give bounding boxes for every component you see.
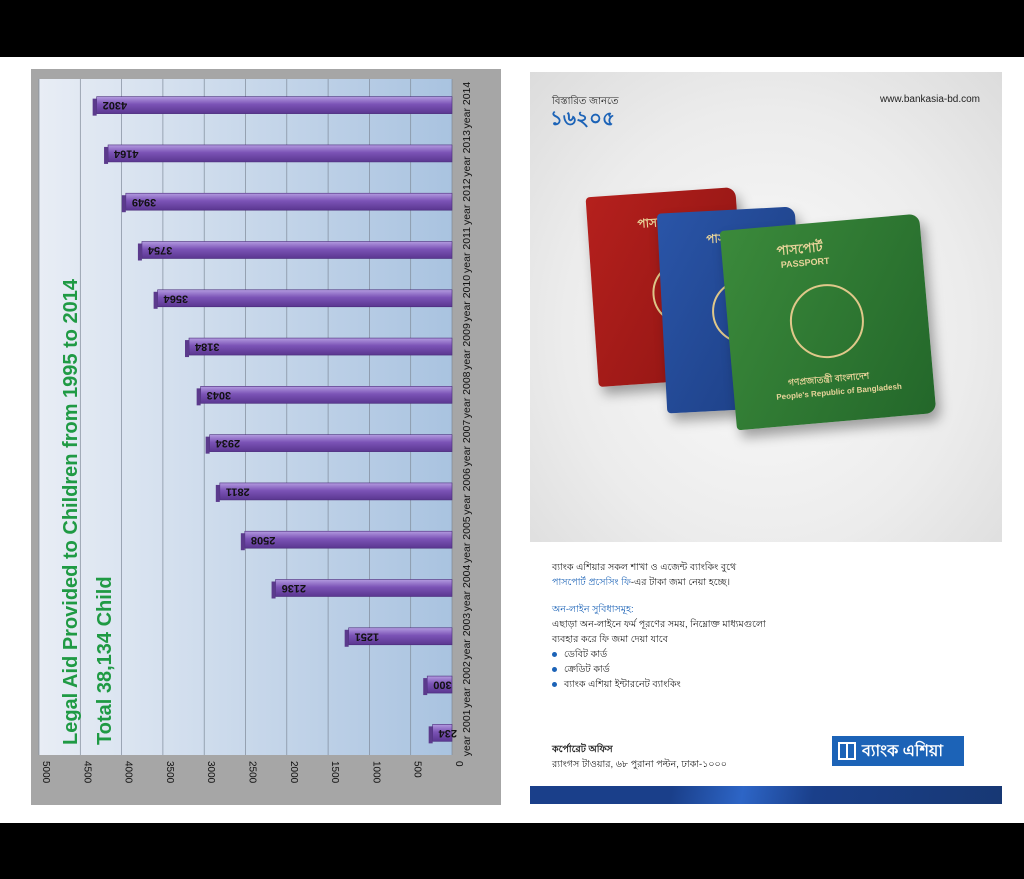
bar-end [205,436,210,454]
ad-body: ব্যাংক এশিয়ার সকল শাখা ও এজেন্ট ব্যাংকি… [552,560,982,692]
tick-label: 500 [412,761,423,778]
category-label: year 2011 [461,227,473,273]
bar-end [240,533,245,551]
bar-end [153,291,158,309]
bar [141,241,453,259]
bar [219,482,453,501]
online-line-2: ব্যবহার করে ফি জমা দেয়া যাবে [552,634,668,645]
category-label: year 2013 [461,130,473,177]
data-label: 3564 [163,292,188,304]
chart-title: Legal Aid Provided to Children from 1995… [60,278,82,745]
data-label: 4302 [103,99,127,111]
category-label: year 2010 [461,275,473,322]
bar [188,337,453,356]
logo-text: ব্যাংক এশিয়া [862,742,943,760]
logo-mark-icon [838,742,856,760]
fee-rest: -এর টাকা জমা নেয়া হচ্ছে। [630,577,731,588]
bar-end [215,484,220,502]
bar-end [185,340,190,358]
data-label: 3754 [147,244,172,256]
bullet-debit: ডেবিট কার্ড [552,647,982,662]
tick-label: 3000 [205,761,216,784]
category-label: year 2002 [461,661,473,708]
tick-label: 2000 [288,761,299,784]
data-label: 2811 [226,486,250,498]
bar-end [137,243,142,261]
bank-asia-logo: ব্যাংক এশিয়া [832,736,964,766]
data-label: 2136 [282,582,306,594]
tick-label: 3500 [164,761,175,784]
tick-label: 0 [453,761,464,767]
category-label: year 2001 [461,709,473,756]
corp-address: র‍্যাংগস টাওয়ার, ৬৮ পুরানা পল্টন, ঢাকা-… [552,759,727,770]
footer-bar [530,786,1002,804]
data-label: 234 [438,727,457,739]
bar-end [121,195,126,213]
bar [96,96,453,114]
data-label: 3184 [194,341,219,353]
tick-label: 1000 [370,761,381,784]
corporate-office: কর্পোরেট অফিস র‍্যাংগস টাওয়ার, ৬৮ পুরান… [552,742,727,772]
bar-end [271,581,276,599]
data-label: 4164 [113,148,138,160]
chart-subtitle: Total 38,134 Child [94,576,116,745]
tick-label: 4000 [123,761,134,784]
data-label: 1251 [355,630,379,642]
tick-label: 2500 [247,761,258,784]
tick-label: 1500 [329,761,340,784]
category-label: year 2009 [461,323,473,370]
data-label: 2934 [215,437,240,449]
bar-end [92,98,97,116]
category-label: year 2014 [461,82,473,129]
hotline-number: ১৬২০৫ [550,108,615,130]
bar-end [428,726,433,744]
tick-label: 5000 [40,761,51,784]
online-line-1: এছাড়া অন-লাইনে ফর্ম পূরণের সময়, নিম্নো… [552,619,766,630]
data-label: 2508 [251,534,275,546]
bullet-internet: ব্যাংক এশিয়া ইন্টারনেট ব্যাংকিং [552,677,982,692]
category-label: year 2012 [461,178,473,225]
category-label: year 2006 [461,468,473,515]
data-label: 3043 [207,389,231,401]
category-label: year 2008 [461,371,473,418]
data-label: 3949 [132,196,156,208]
bar [157,289,453,308]
bar [125,192,453,211]
bar [200,386,453,404]
bar-chart: 234 300 1251 2136 2508 2811 2934 3043 3184 3564 37… [38,79,473,784]
bar-end [423,678,428,696]
bar-end [344,629,349,647]
bullet-credit: ক্রেডিট কার্ড [552,662,982,677]
know-more-label: বিস্তারিত জানতে [552,96,619,107]
ad-panel: বিস্তারিত জানতে ১৬২০৫ www.bankasia-bd.co… [530,72,1002,804]
website-link[interactable]: www.bankasia-bd.com [879,94,980,105]
bar [107,144,453,163]
corp-title: কর্পোরেট অফিস [552,744,613,755]
bar [209,434,453,452]
bar-end [196,388,201,406]
bar-end [104,146,109,164]
ad-line-1: ব্যাংক এশিয়ার সকল শাখা ও এজেন্ট ব্যাংকি… [552,562,737,573]
seal-icon [786,281,868,362]
category-label: year 2005 [461,516,473,563]
passport-photo: বিস্তারিত জানতে ১৬২০৫ www.bankasia-bd.co… [530,72,1002,542]
online-heading: অন-লাইন সুবিধাসমূহ: [552,604,634,615]
ad-line-2: পাসপোর্ট প্রসেসিং ফি-এর টাকা জমা নেয়া হ… [552,575,982,590]
fee-highlight: পাসপোর্ট প্রসেসিং ফি [552,577,631,588]
category-label: year 2003 [461,613,473,660]
category-label: year 2007 [461,420,473,467]
category-label: year 2004 [461,564,473,611]
passport-green: পাসপোর্ট PASSPORT গণপ্রজাতন্ত্রী বাংলাদে… [719,213,937,431]
tick-label: 4500 [81,761,92,784]
data-label: 300 [433,679,451,691]
chart-panel: 234 300 1251 2136 2508 2811 2934 3043 3184 3564 37… [31,69,501,805]
